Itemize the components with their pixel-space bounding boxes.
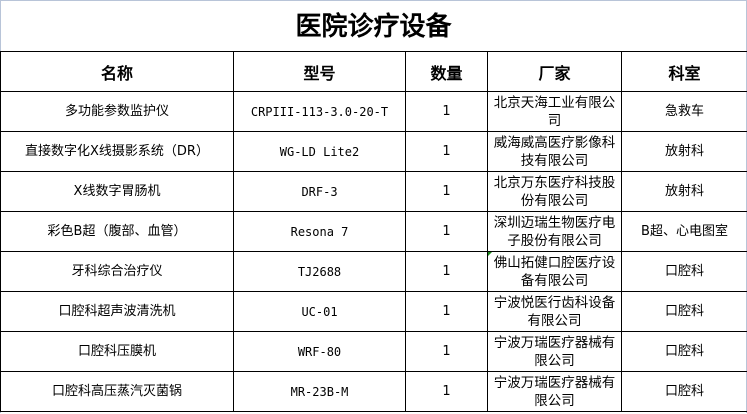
model-cell[interactable]: Resona 7 — [233, 211, 406, 252]
equipment-table: 名称 型号 数量 厂家 科室 多功能参数监护仪 CRPIII-113-3.0-20… — [0, 51, 747, 412]
header-row: 名称 型号 数量 厂家 科室 — [0, 51, 747, 92]
department-cell[interactable]: 放射科 — [621, 131, 747, 172]
name-cell[interactable]: 多功能参数监护仪 — [0, 91, 234, 132]
department-cell[interactable]: B超、心电图室 — [621, 211, 747, 252]
department-cell[interactable]: 口腔科 — [621, 371, 747, 412]
sheet-title: 医院诊疗设备 — [295, 12, 452, 42]
table-row: X线数字胃肠机 DRF-3 1 北京万东医疗科技股份有限公司 放射科 — [0, 171, 747, 212]
table-row: 口腔科高压蒸汽灭菌锅 MR-23B-M 1 宁波万瑞医疗器械有限公司 口腔科 — [0, 371, 747, 412]
department-cell[interactable]: 放射科 — [621, 171, 747, 212]
name-cell[interactable]: X线数字胃肠机 — [0, 171, 234, 212]
table-row: 彩色B超（腹部、血管） Resona 7 1 深圳迈瑞生物医疗电子股份有限公司 B超、心… — [0, 211, 747, 252]
model-cell[interactable]: MR-23B-M — [233, 371, 406, 412]
header-department[interactable]: 科室 — [621, 51, 747, 92]
manufacturer-cell[interactable]: 北京天海工业有限公司 — [487, 91, 622, 132]
quantity-cell[interactable]: 1 — [405, 171, 488, 212]
header-manufacturer[interactable]: 厂家 — [487, 51, 622, 92]
header-model[interactable]: 型号 — [233, 51, 406, 92]
department-cell[interactable]: 急救车 — [621, 91, 747, 132]
model-cell[interactable]: CRPIII-113-3.0-20-T — [233, 91, 406, 132]
department-cell[interactable]: 口腔科 — [621, 291, 747, 332]
table-row: 口腔科超声波清洗机 UC-01 1 宁波悦医行齿科设备有限公司 口腔科 — [0, 291, 747, 332]
manufacturer-cell[interactable]: 宁波万瑞医疗器械有限公司 — [487, 331, 622, 372]
name-cell[interactable]: 口腔科压膜机 — [0, 331, 234, 372]
table-row: 直接数字化X线摄影系统（DR） WG-LD Lite2 1 威海威高医疗影像科技有限公… — [0, 131, 747, 172]
quantity-cell[interactable]: 1 — [405, 91, 488, 132]
quantity-cell[interactable]: 1 — [405, 331, 488, 372]
table-row: 口腔科压膜机 WRF-80 1 宁波万瑞医疗器械有限公司 口腔科 — [0, 331, 747, 372]
manufacturer-cell[interactable]: 深圳迈瑞生物医疗电子股份有限公司 — [487, 211, 622, 252]
header-name[interactable]: 名称 — [0, 51, 234, 92]
manufacturer-cell[interactable]: 北京万东医疗科技股份有限公司 — [487, 171, 622, 212]
name-cell[interactable]: 牙科综合治疗仪 — [0, 251, 234, 292]
model-cell[interactable]: WRF-80 — [233, 331, 406, 372]
quantity-cell[interactable]: 1 — [405, 291, 488, 332]
manufacturer-cell[interactable]: 威海威高医疗影像科技有限公司 — [487, 131, 622, 172]
manufacturer-cell[interactable]: 宁波万瑞医疗器械有限公司 — [487, 371, 622, 412]
model-cell[interactable]: WG-LD Lite2 — [233, 131, 406, 172]
manufacturer-cell[interactable]: 佛山拓健口腔医疗设备有限公司 — [487, 251, 622, 292]
model-cell[interactable]: UC-01 — [233, 291, 406, 332]
quantity-cell[interactable]: 1 — [405, 131, 488, 172]
quantity-cell[interactable]: 1 — [405, 251, 488, 292]
department-cell[interactable]: 口腔科 — [621, 331, 747, 372]
name-cell[interactable]: 直接数字化X线摄影系统（DR） — [0, 131, 234, 172]
name-cell[interactable]: 口腔科超声波清洗机 — [0, 291, 234, 332]
table-row: 牙科综合治疗仪 TJ2688 1 佛山拓健口腔医疗设备有限公司 口腔科 — [0, 251, 747, 292]
table-row: 多功能参数监护仪 CRPIII-113-3.0-20-T 1 北京天海工业有限公司 急救… — [0, 91, 747, 132]
manufacturer-cell[interactable]: 宁波悦医行齿科设备有限公司 — [487, 291, 622, 332]
quantity-cell[interactable]: 1 — [405, 371, 488, 412]
model-cell[interactable]: TJ2688 — [233, 251, 406, 292]
header-quantity[interactable]: 数量 — [405, 51, 488, 92]
name-cell[interactable]: 口腔科高压蒸汽灭菌锅 — [0, 371, 234, 412]
quantity-cell[interactable]: 1 — [405, 211, 488, 252]
name-cell[interactable]: 彩色B超（腹部、血管） — [0, 211, 234, 252]
model-cell[interactable]: DRF-3 — [233, 171, 406, 212]
department-cell[interactable]: 口腔科 — [621, 251, 747, 292]
